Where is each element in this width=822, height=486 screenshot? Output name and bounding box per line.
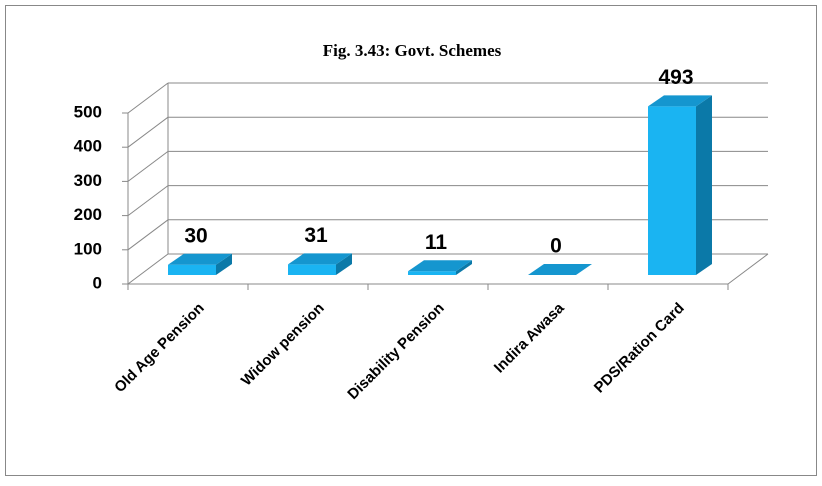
floor-right: [727, 253, 769, 285]
bar-side: [696, 95, 712, 275]
data-label: 11: [425, 231, 448, 254]
bar-top: [648, 95, 712, 107]
bar-top: [528, 264, 592, 275]
y-tick-label: 400: [74, 137, 102, 156]
y-tick-label: 200: [74, 205, 102, 224]
grid-line: [127, 253, 169, 285]
y-tick-label: 0: [93, 273, 102, 292]
grid-line: [127, 150, 169, 182]
bar: [168, 264, 216, 275]
bar: [648, 106, 696, 275]
data-label: 31: [304, 224, 328, 247]
bar-side: [216, 253, 232, 275]
data-label: 0: [550, 235, 562, 258]
data-label: 493: [658, 66, 693, 89]
data-label: 30: [184, 224, 207, 247]
y-tick-label: 500: [74, 102, 102, 121]
bar: [408, 271, 456, 275]
y-tick-label: 100: [74, 239, 102, 258]
grid-line: [127, 82, 169, 114]
bar-top: [408, 260, 472, 272]
chart-title: Fig. 3.43: Govt. Schemes: [323, 41, 502, 60]
grid-line: [127, 185, 169, 217]
bar-side: [336, 253, 352, 275]
bar-top: [288, 253, 352, 265]
grid-line: [127, 219, 169, 251]
bar: [288, 264, 336, 275]
y-tick-label: 300: [74, 171, 102, 190]
bar-top: [168, 253, 232, 265]
grid-line: [127, 116, 169, 148]
bar-side: [456, 260, 472, 275]
